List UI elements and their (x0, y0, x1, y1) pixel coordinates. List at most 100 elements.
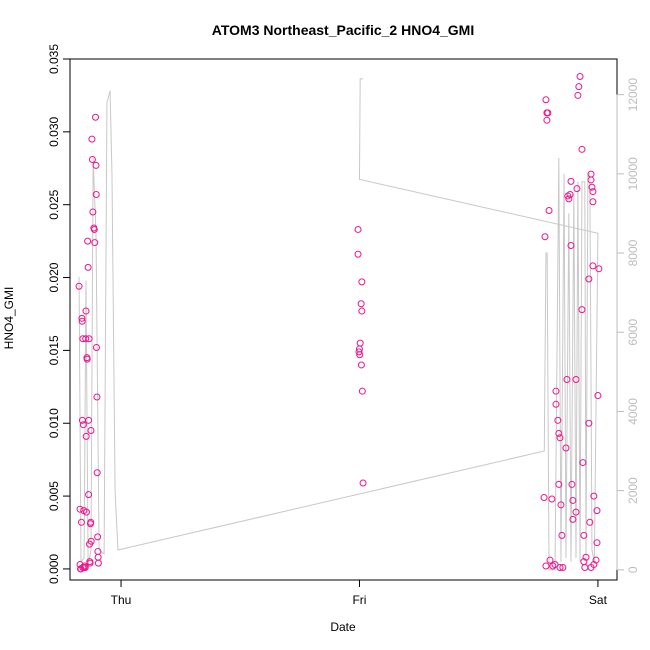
point (90, 225, 98, 233)
point (544, 109, 552, 117)
point (78, 314, 86, 322)
point (77, 518, 85, 526)
point (576, 72, 584, 80)
point (88, 135, 96, 143)
point (589, 188, 597, 196)
point (356, 339, 364, 347)
point (595, 265, 603, 273)
y2-tick-label: 4000 (626, 398, 640, 425)
point (87, 537, 95, 545)
point (578, 145, 586, 153)
point (557, 501, 565, 509)
x-tick-label: Thu (111, 593, 132, 607)
point (94, 553, 102, 561)
point (82, 335, 90, 343)
point (88, 156, 96, 164)
point (574, 91, 582, 99)
point (569, 496, 577, 504)
y-tick-label: 0.015 (47, 335, 61, 365)
point (587, 170, 595, 178)
y2-tick-label: 10000 (626, 157, 640, 191)
point (92, 343, 100, 351)
point (551, 561, 559, 569)
point (567, 241, 575, 249)
y2-tick-label: 12000 (626, 78, 640, 112)
point (82, 432, 90, 440)
line-series (78, 78, 599, 571)
point (94, 547, 102, 555)
y-tick-label: 0.020 (47, 262, 61, 292)
point (94, 559, 102, 567)
point (562, 444, 570, 452)
point (84, 263, 92, 271)
point (566, 190, 574, 198)
point (587, 176, 595, 184)
point (85, 335, 93, 343)
point (586, 518, 594, 526)
point (94, 533, 102, 541)
y-tick-label: 0.035 (47, 44, 61, 74)
point (354, 250, 362, 258)
point (358, 307, 366, 315)
point (92, 190, 100, 198)
point (594, 392, 602, 400)
y2-tick-label: 0 (626, 566, 640, 573)
point (563, 376, 571, 384)
point (93, 393, 101, 401)
point (578, 306, 586, 314)
point (356, 351, 364, 359)
point (589, 262, 597, 270)
point (83, 355, 91, 363)
point (568, 480, 576, 488)
point (590, 492, 598, 500)
point (85, 491, 93, 499)
point (580, 531, 588, 539)
point (91, 239, 99, 247)
x-axis-label: Date (330, 620, 356, 634)
point (593, 507, 601, 515)
point (579, 459, 587, 467)
point (546, 556, 554, 564)
point (86, 559, 94, 567)
point (585, 419, 593, 427)
point (585, 275, 593, 283)
point (573, 185, 581, 193)
point (358, 278, 366, 286)
point (92, 113, 100, 121)
point (82, 307, 90, 315)
point (588, 183, 596, 191)
y-tick-label: 0.010 (47, 408, 61, 438)
point (569, 515, 577, 523)
point (542, 96, 550, 104)
point (589, 198, 597, 206)
point (89, 208, 97, 216)
point (565, 195, 573, 203)
point (559, 563, 567, 571)
point (545, 207, 553, 215)
point (548, 495, 556, 503)
point (78, 317, 86, 325)
point (572, 508, 580, 516)
point (593, 539, 601, 547)
point (357, 361, 365, 369)
point (84, 237, 92, 245)
y2-tick-label: 8000 (626, 239, 640, 266)
x-tick-label: Sat (589, 593, 608, 607)
point (558, 531, 566, 539)
point (556, 563, 564, 571)
point (572, 376, 580, 384)
point (555, 480, 563, 488)
point (358, 387, 366, 395)
point (355, 348, 363, 356)
plot-box (69, 58, 618, 581)
point (555, 429, 563, 437)
y2-tick-label: 6000 (626, 319, 640, 346)
y-tick-label: 0.025 (47, 189, 61, 219)
point (79, 421, 87, 429)
point (582, 553, 590, 561)
point (359, 479, 367, 487)
point (592, 556, 600, 564)
point (357, 300, 365, 308)
point (76, 505, 84, 513)
